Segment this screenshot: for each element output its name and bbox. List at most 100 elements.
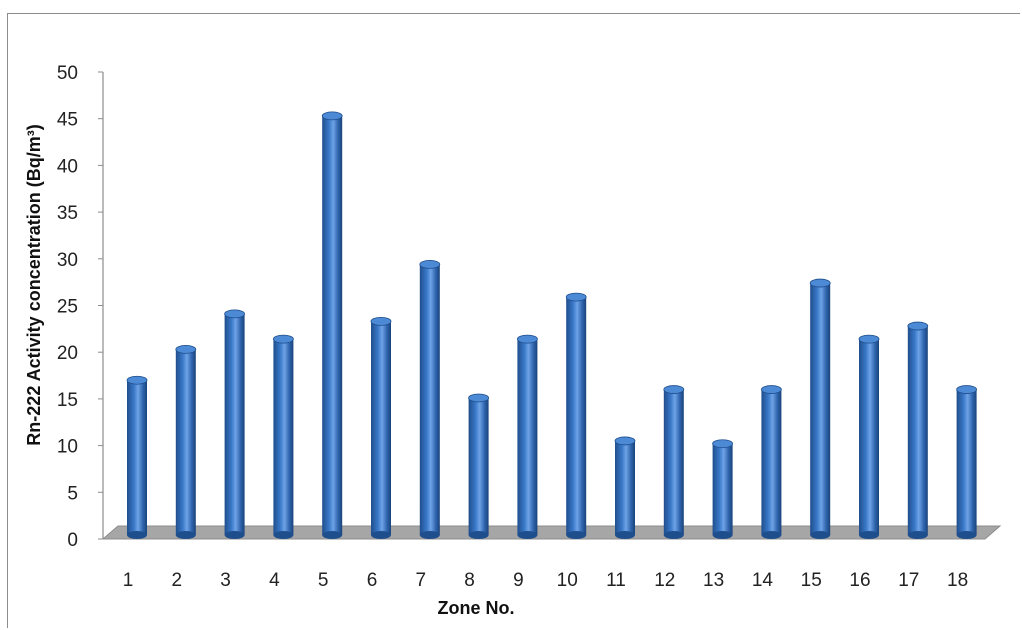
bar-base (322, 531, 343, 539)
bar-base (127, 531, 147, 539)
bar-cap (858, 334, 880, 344)
x-tick-label: 12 (654, 570, 675, 591)
bar-cap (614, 436, 636, 446)
x-tick-label: 2 (172, 570, 183, 591)
bar (663, 385, 685, 539)
bar-base (615, 531, 635, 539)
x-tick-labels: 1 2 3 4 5 6 7 8 9 10 11 12 13 14 15 16 17 18 (123, 570, 968, 591)
bar (565, 292, 587, 539)
x-tick-label: 3 (220, 570, 231, 591)
y-tick-label: 45 (57, 110, 78, 131)
bar-body (371, 321, 391, 535)
x-tick-label: 9 (513, 570, 524, 591)
bar (614, 436, 636, 539)
bar (419, 260, 441, 539)
bar-base (419, 531, 440, 539)
x-tick-label: 7 (416, 570, 427, 591)
bar-base (566, 531, 587, 539)
bar (907, 321, 929, 539)
bar (321, 111, 343, 539)
bar-cap (126, 375, 148, 385)
x-axis-title: Zone No. (438, 598, 515, 618)
y-tick-label: 10 (57, 437, 78, 458)
bar-body (761, 389, 782, 535)
bar-body (956, 389, 977, 535)
bar-cap (517, 334, 538, 344)
bar (272, 334, 294, 539)
bar-body (224, 313, 245, 535)
bar-cap (956, 385, 977, 394)
bar-cap (761, 385, 782, 394)
bar (761, 385, 782, 539)
x-tick-label: 6 (367, 570, 378, 591)
bar (858, 334, 880, 539)
x-tick-label: 16 (849, 570, 870, 591)
bar-cap (272, 334, 294, 344)
bar-cap (907, 321, 929, 331)
x-tick-label: 17 (898, 570, 919, 591)
bar-cap (468, 393, 490, 403)
bar-base (859, 531, 879, 539)
bar-body (615, 440, 635, 535)
y-tick-label: 40 (57, 156, 78, 177)
bar-body (663, 389, 684, 535)
bar-base (761, 531, 782, 539)
bar (370, 316, 392, 539)
chart-frame (7, 13, 1020, 628)
bars (126, 111, 977, 539)
y-tick-label: 5 (67, 483, 78, 504)
bar-base (371, 531, 391, 539)
bar-body (468, 397, 489, 535)
bar-body (566, 297, 587, 535)
y-tick-label: 20 (57, 343, 78, 364)
bar (712, 439, 733, 539)
bar-cap (419, 260, 441, 269)
bar-body (322, 115, 343, 535)
bar-body (859, 339, 879, 535)
y-tick-labels: 0 5 10 15 20 25 30 35 40 45 50 (57, 63, 103, 551)
x-tick-label: 5 (318, 570, 329, 591)
bar-cap (809, 278, 831, 288)
bar-body (712, 443, 733, 535)
bar-base (273, 531, 294, 539)
x-tick-label: 14 (752, 570, 774, 591)
bar-body (810, 283, 831, 535)
bar-base (517, 531, 538, 539)
bar (126, 375, 148, 539)
bar-cap (565, 292, 587, 302)
y-tick-label: 50 (57, 63, 78, 84)
bar-base (956, 531, 977, 539)
bar-body (517, 339, 538, 535)
x-tick-label: 1 (123, 570, 134, 591)
y-tick-label: 15 (57, 390, 78, 411)
x-tick-label: 10 (557, 570, 578, 591)
bar (224, 309, 246, 539)
bar-base (663, 531, 684, 539)
bar-cap (712, 439, 733, 449)
y-axis-title: Rn-222 Activity concentration (Bq/m³) (24, 124, 44, 445)
x-tick-label: 13 (703, 570, 724, 591)
bar-base (810, 531, 831, 539)
bar-cap (321, 111, 343, 121)
bar-base (907, 531, 928, 539)
bar-body (907, 326, 928, 535)
x-tick-label: 8 (464, 570, 475, 591)
bar-cap (663, 385, 685, 394)
x-tick-label: 11 (606, 570, 626, 591)
bar-body (127, 380, 147, 535)
y-tick-label: 30 (57, 250, 78, 271)
bar-body (175, 349, 196, 535)
bar (517, 334, 538, 539)
bar-base (224, 531, 245, 539)
bar-base (712, 531, 733, 539)
x-tick-label: 18 (947, 570, 968, 591)
bar-cap (175, 344, 197, 354)
bar-base (468, 531, 489, 539)
y-tick-label: 0 (67, 530, 78, 551)
y-tick-label: 25 (57, 297, 78, 318)
y-tick-label: 35 (57, 203, 78, 224)
x-tick-label: 4 (269, 570, 280, 591)
bar-base (175, 531, 196, 539)
bar (956, 385, 977, 539)
